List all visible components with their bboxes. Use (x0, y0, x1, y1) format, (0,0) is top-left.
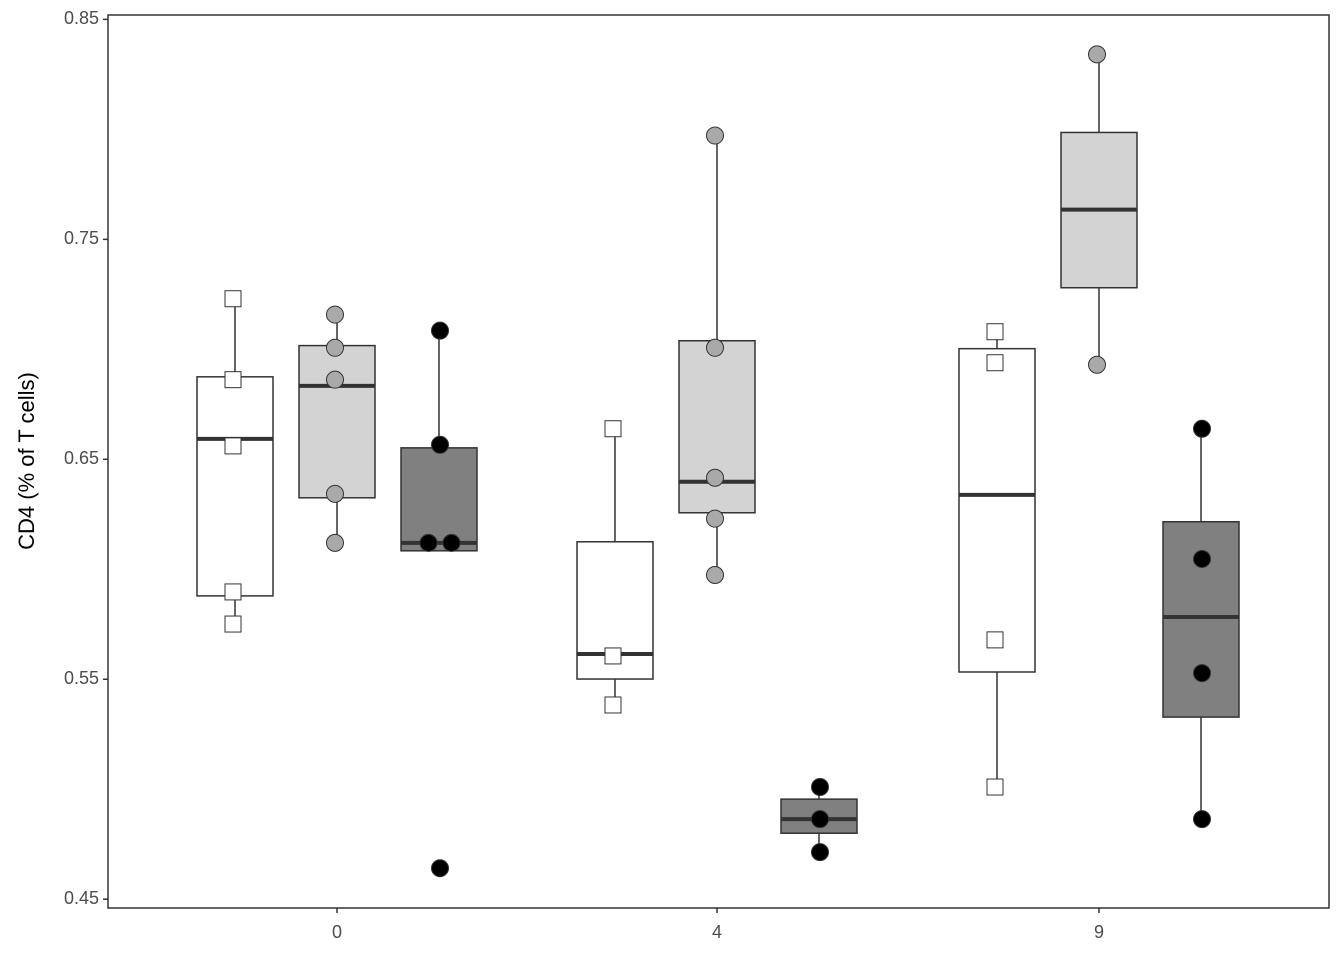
point (326, 484, 344, 503)
y-tick-label: 0.85 (64, 8, 99, 28)
point (706, 126, 724, 145)
point (224, 583, 242, 601)
point (1193, 664, 1211, 683)
box (678, 339, 756, 514)
point (326, 533, 344, 552)
x-tick-label: 0 (332, 922, 342, 942)
box (400, 447, 478, 552)
point (986, 631, 1004, 649)
point (431, 859, 449, 878)
point (706, 509, 724, 528)
point (986, 323, 1004, 341)
point (706, 468, 724, 487)
point (1088, 355, 1106, 374)
y-tick-label: 0.45 (64, 888, 99, 908)
point (224, 615, 242, 633)
point (1193, 419, 1211, 438)
box (196, 376, 274, 597)
point (986, 354, 1004, 372)
point (1088, 45, 1106, 64)
point (431, 321, 449, 340)
point (604, 696, 622, 714)
y-tick-label: 0.75 (64, 228, 99, 248)
point (224, 290, 242, 308)
point (604, 420, 622, 438)
point (224, 437, 242, 455)
point (442, 533, 461, 552)
box (298, 344, 376, 499)
point (419, 533, 438, 552)
x-tick-label: 4 (712, 922, 722, 942)
box (958, 347, 1036, 673)
point (604, 647, 622, 665)
point (326, 338, 344, 357)
x-tick-label: 9 (1094, 922, 1104, 942)
point (326, 305, 344, 324)
point (326, 370, 344, 389)
point (811, 843, 829, 862)
point (986, 778, 1004, 796)
point (811, 810, 829, 829)
point (811, 778, 829, 797)
point (224, 371, 242, 389)
point (1193, 810, 1211, 829)
y-tick-label: 0.55 (64, 668, 99, 688)
plot-panel (107, 14, 1330, 909)
point (431, 435, 449, 454)
point (1193, 549, 1211, 568)
point (706, 565, 724, 584)
y-tick-label: 0.65 (64, 448, 99, 468)
point (706, 338, 724, 357)
y-axis-title: CD4 (% of T cells) (14, 372, 39, 550)
